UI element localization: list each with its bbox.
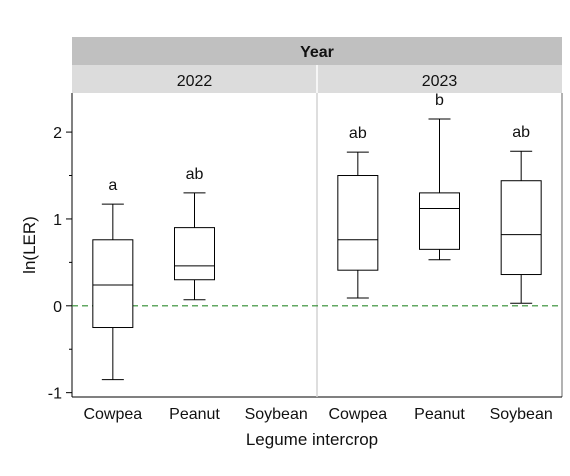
y-tick-label: 2 [53, 125, 62, 142]
iqr-box [92, 239, 134, 329]
facet-strip-2022 [72, 65, 317, 93]
significance-letter: ab [512, 124, 530, 141]
x-tick-label: Peanut [169, 406, 220, 423]
iqr-box [419, 192, 460, 250]
x-tick-label: Soybean [490, 406, 553, 423]
significance-letter: b [435, 92, 444, 109]
facet-title: Year [300, 44, 334, 61]
iqr-box [174, 227, 215, 281]
x-axis-title: Legume intercrop [246, 430, 378, 449]
y-tick-label: 1 [53, 212, 62, 229]
iqr-box [500, 180, 542, 276]
y-axis-title: ln(LER) [20, 216, 39, 274]
box-2022-cowpea: a [92, 177, 134, 381]
significance-letter: a [108, 177, 117, 194]
facet-strip-2023 [317, 65, 562, 93]
x-tick-label: Soybean [245, 406, 308, 423]
facet-label-2022: 2022 [177, 73, 213, 90]
significance-letter: ab [349, 125, 367, 142]
box-2023-soybean: ab [500, 124, 542, 304]
box-2023-cowpea: ab [337, 125, 379, 299]
facet-title-strip [72, 37, 562, 65]
y-tick-label: -1 [48, 386, 62, 403]
x-tick-label: Peanut [414, 406, 465, 423]
x-tick-label: Cowpea [83, 406, 142, 423]
x-tick-label: Cowpea [328, 406, 387, 423]
y-tick-label: 0 [53, 299, 62, 316]
iqr-box [337, 175, 379, 271]
box-2023-peanut: b [419, 92, 460, 261]
facet-label-2023: 2023 [422, 73, 458, 90]
box-2022-peanut: ab [174, 166, 215, 301]
significance-letter: ab [186, 166, 204, 183]
